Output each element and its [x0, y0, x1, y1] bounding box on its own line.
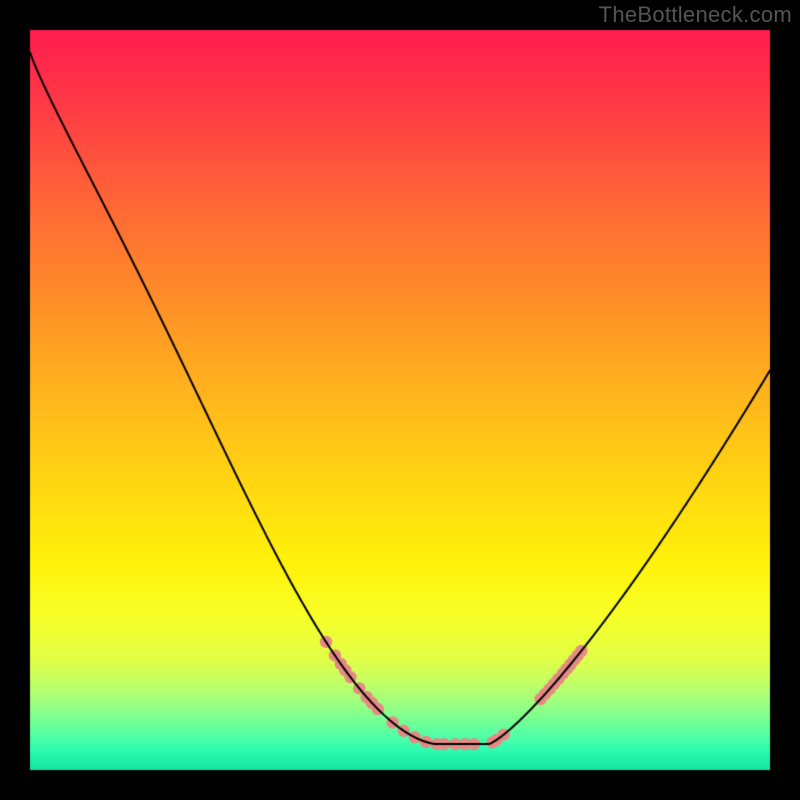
- chart-canvas: [0, 0, 800, 800]
- chart-stage: TheBottleneck.com: [0, 0, 800, 800]
- watermark-text: TheBottleneck.com: [599, 2, 792, 28]
